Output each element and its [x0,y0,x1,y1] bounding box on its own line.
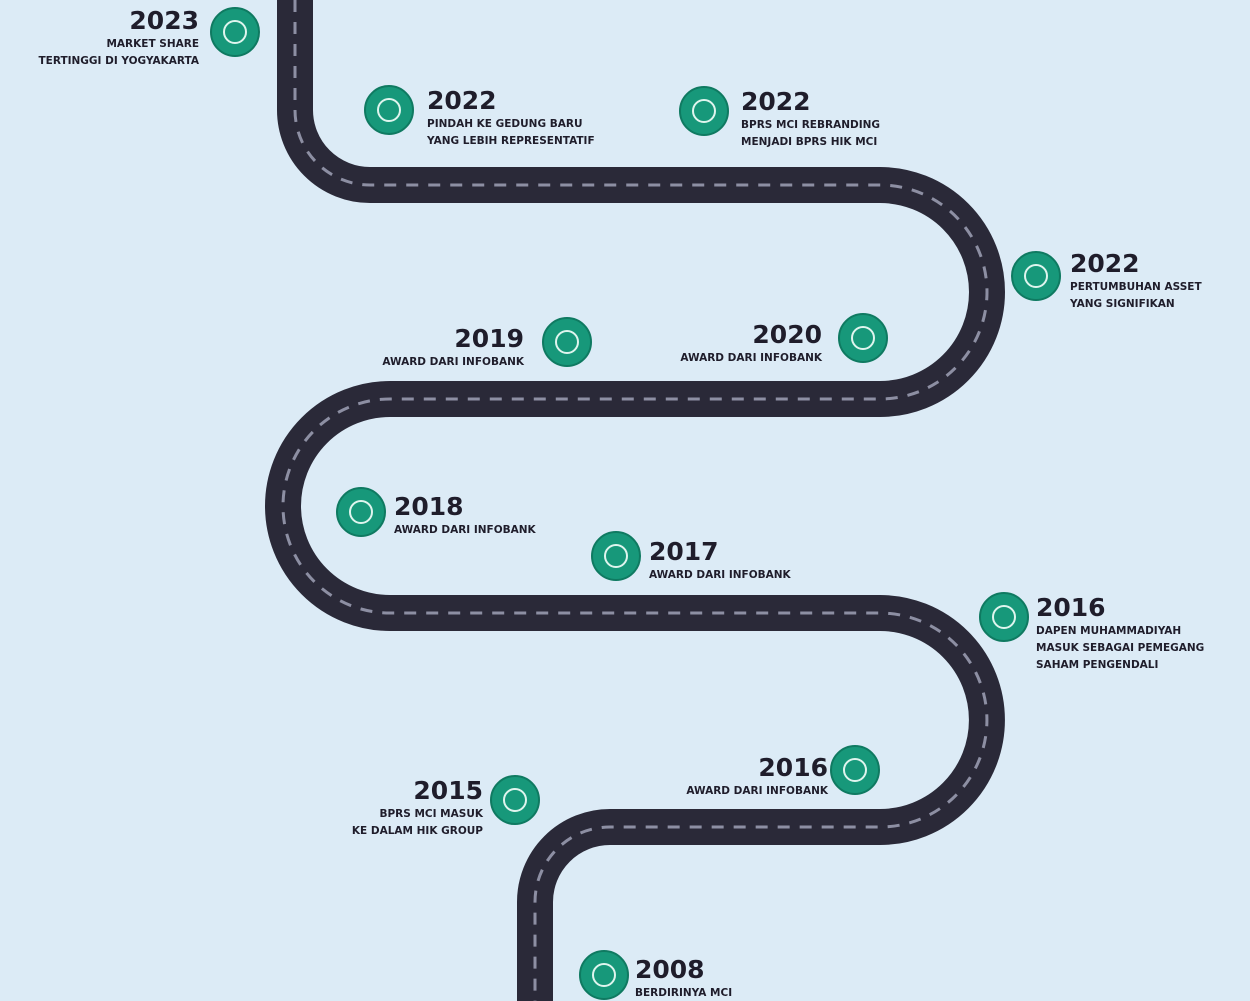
milestone-description: PINDAH KE GEDUNG BARU [427,118,582,130]
milestone-description: MENJADI BPRS HIK MCI [741,136,877,148]
milestone-description: AWARD DARI INFOBANK [382,356,525,368]
milestone-description: SAHAM PENGENDALI [1036,659,1158,671]
background [0,0,1250,1001]
milestone-year: 2016 [1036,593,1106,622]
milestone-description: YANG LEBIH REPRESENTATIF [426,135,595,147]
milestone-year: 2022 [1070,249,1140,278]
milestone-description: AWARD DARI INFOBANK [680,352,823,364]
icon-circle [592,532,640,580]
milestone-description: AWARD DARI INFOBANK [686,785,829,797]
milestone-year: 2018 [394,492,464,521]
timeline: 2023 MARKET SHARE TERTINGGI DI YOGYAKARTA 2… [0,0,1250,1001]
milestone-description: MASUK SEBAGAI PEMEGANG [1036,642,1204,654]
milestone-description: AWARD DARI INFOBANK [394,524,537,536]
milestone-year: 2016 [758,753,828,782]
milestone-description: PERTUMBUHAN ASSET [1070,281,1202,293]
milestone-description: MARKET SHARE [106,38,199,50]
milestone-description: YANG SIGNIFIKAN [1069,298,1175,310]
milestone-description: AWARD DARI INFOBANK [649,569,792,581]
icon-circle [491,776,539,824]
icon-circle [831,746,879,794]
milestone-description: BPRS MCI MASUK [379,808,483,820]
icon-circle [980,593,1028,641]
milestone-year: 2019 [454,324,524,353]
icon-circle [1012,252,1060,300]
icon-circle [211,8,259,56]
milestone-year: 2017 [649,537,719,566]
milestone-description: BPRS MCI REBRANDING [741,119,880,131]
milestone-description: TERTINGGI DI YOGYAKARTA [39,55,200,67]
milestone-year: 2020 [752,320,822,349]
icon-circle [337,488,385,536]
milestone-description: DAPEN MUHAMMADIYAH [1036,625,1181,637]
milestone-description: KE DALAM HIK GROUP [352,825,483,837]
icon-circle [580,951,628,999]
icon-circle [365,86,413,134]
milestone-year: 2022 [741,87,811,116]
milestone-year: 2022 [427,86,497,115]
milestone-year: 2008 [635,955,705,984]
icon-circle [839,314,887,362]
milestone-description: BERDIRINYA MCI [635,987,732,999]
icon-circle [680,87,728,135]
milestone-year: 2023 [129,6,199,35]
icon-circle [543,318,591,366]
milestone-year: 2015 [413,776,483,805]
